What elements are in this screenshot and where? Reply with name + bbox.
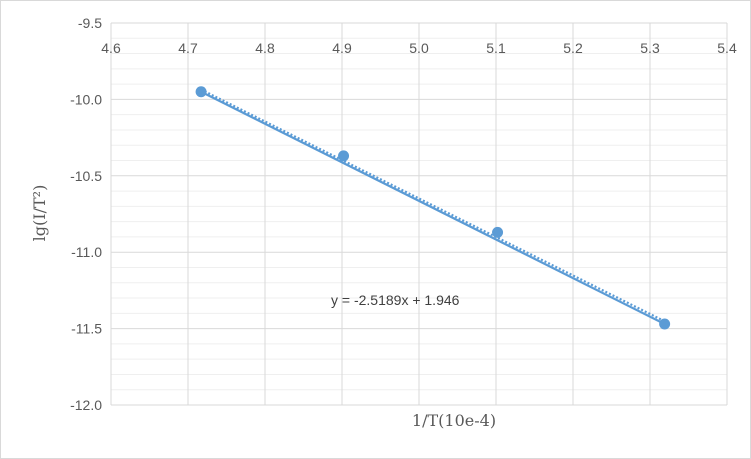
data-point	[195, 86, 207, 98]
x-tick-label: 5.3	[640, 40, 660, 56]
y-tick-labels: -9.5 -10.0 -10.5 -11.0 -11.5 -12.0	[70, 15, 102, 413]
y-axis-title: lg(I/T²)	[30, 185, 49, 242]
data-point	[659, 318, 671, 330]
x-tick-label: 5.4	[717, 40, 737, 56]
x-tick-labels: 4.6 4.7 4.8 4.9 5.0 5.1 5.2 5.3 5.4	[101, 40, 737, 56]
x-tick-label: 5.2	[563, 40, 583, 56]
trendline-equation: y = -2.5189x + 1.946	[331, 292, 460, 308]
x-tick-label: 5.1	[486, 40, 506, 56]
y-tick-label: -10.5	[70, 168, 102, 184]
x-tick-label: 4.8	[255, 40, 275, 56]
major-gridlines	[110, 22, 728, 406]
x-tick-label: 4.6	[101, 40, 121, 56]
x-tick-label: 4.9	[332, 40, 352, 56]
data-point	[338, 150, 350, 162]
series-line	[200, 90, 666, 325]
trend-lines	[200, 88, 666, 325]
y-tick-label: -11.0	[71, 244, 102, 260]
y-tick-label: -12.0	[70, 397, 102, 413]
x-tick-label: 4.7	[178, 40, 198, 56]
y-tick-label: -9.5	[78, 15, 102, 31]
trendline	[200, 88, 666, 323]
data-point	[492, 226, 504, 238]
data-points	[195, 86, 671, 330]
y-tick-label: -11.5	[71, 321, 102, 337]
x-tick-label: 5.0	[409, 40, 429, 56]
y-tick-label: -10.0	[70, 91, 102, 107]
x-axis-title: 1/T(10e-4)	[412, 411, 496, 430]
